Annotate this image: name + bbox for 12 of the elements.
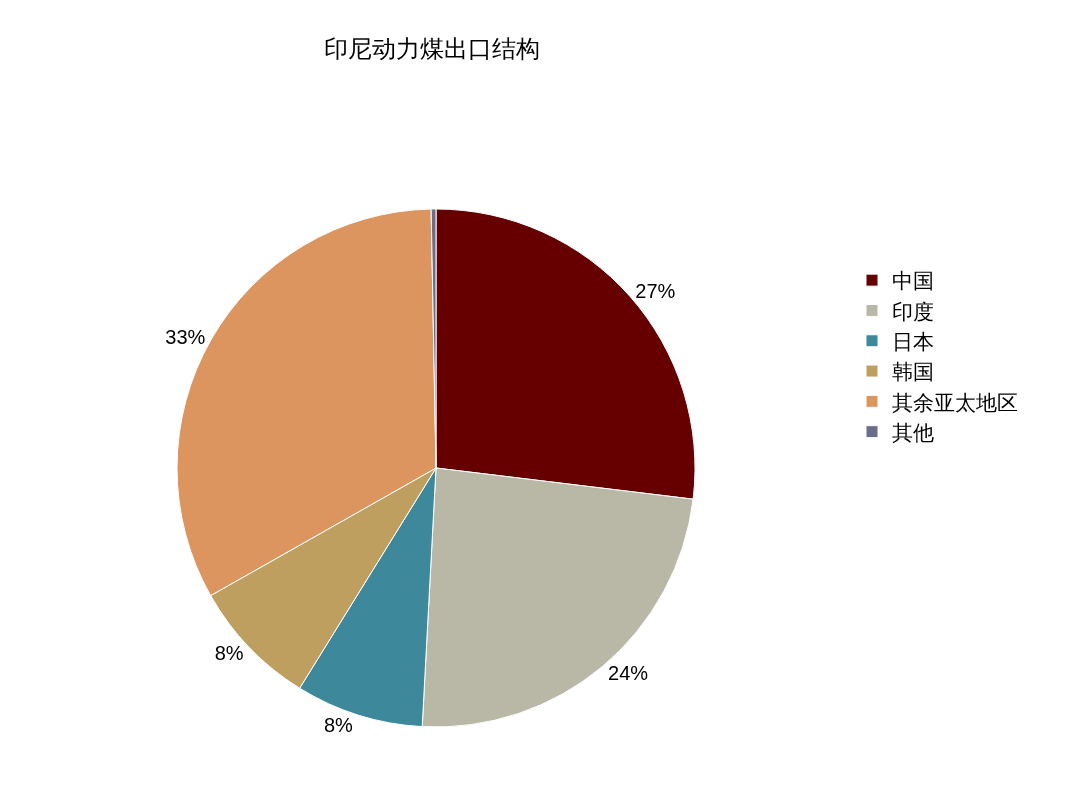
- data-label: 27%: [635, 280, 676, 303]
- chart-title: 印尼动力煤出口结构: [324, 35, 540, 63]
- legend-label: 中国: [892, 269, 934, 293]
- data-label: 24%: [608, 661, 649, 684]
- data-label: 8%: [214, 641, 244, 664]
- data-label: 33%: [165, 325, 206, 348]
- legend-label: 韩国: [892, 360, 934, 384]
- data-label: 8%: [323, 714, 354, 737]
- legend-label: 其他: [892, 420, 934, 444]
- legend-label: 其余亚太地区: [892, 390, 1018, 414]
- legend-label: 印度: [892, 299, 934, 323]
- legend-label: 日本: [892, 329, 934, 353]
